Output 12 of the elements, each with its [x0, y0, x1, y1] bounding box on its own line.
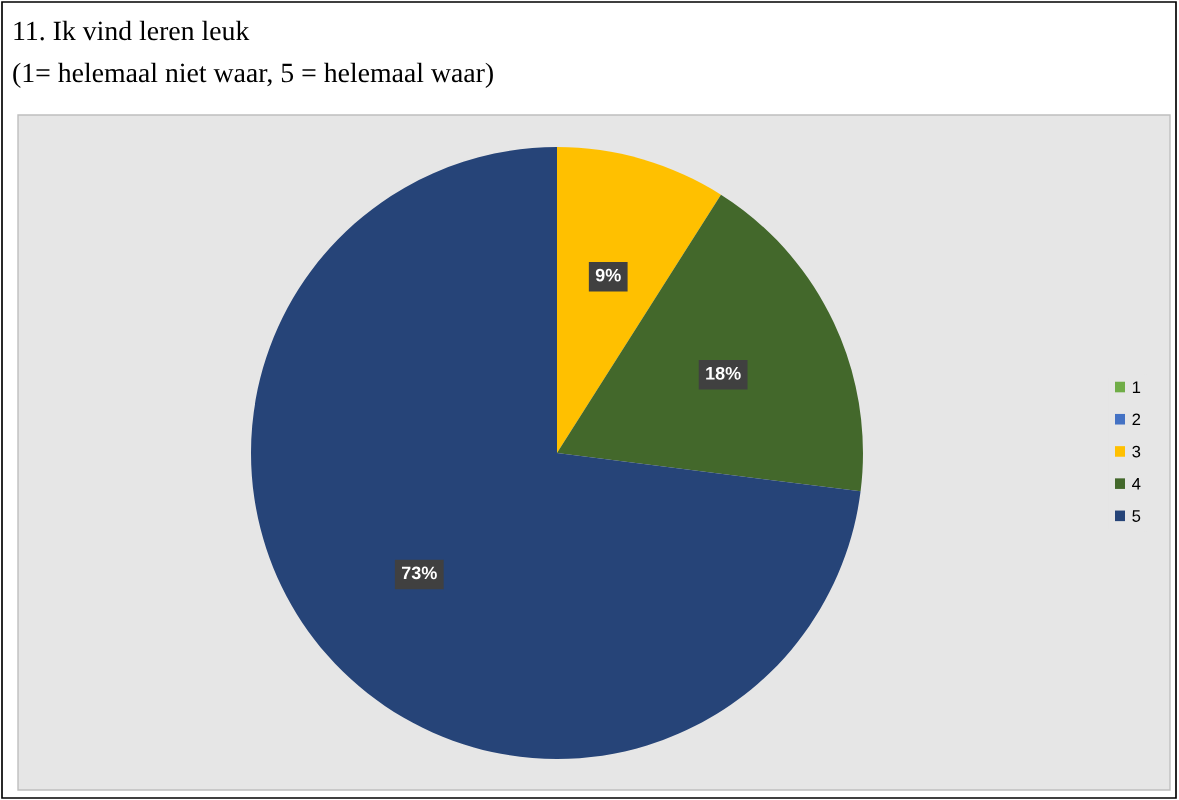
legend-label: 1 — [1132, 381, 1141, 393]
pie-slice — [251, 147, 861, 759]
pie-slice — [557, 194, 863, 492]
chart-subtitle: (1= helemaal niet waar, 5 = helemaal waar) — [13, 62, 493, 88]
chart-title: 11. Ik vind leren leuk — [14, 20, 250, 41]
data-label: 73% — [401, 566, 437, 580]
data-label: 9% — [595, 268, 621, 282]
data-label: 18% — [706, 366, 741, 380]
legend-label: 3 — [1132, 445, 1141, 458]
legend-label: 4 — [1132, 478, 1141, 490]
legend-label: 2 — [1132, 413, 1141, 426]
legend-label: 5 — [1132, 510, 1141, 522]
